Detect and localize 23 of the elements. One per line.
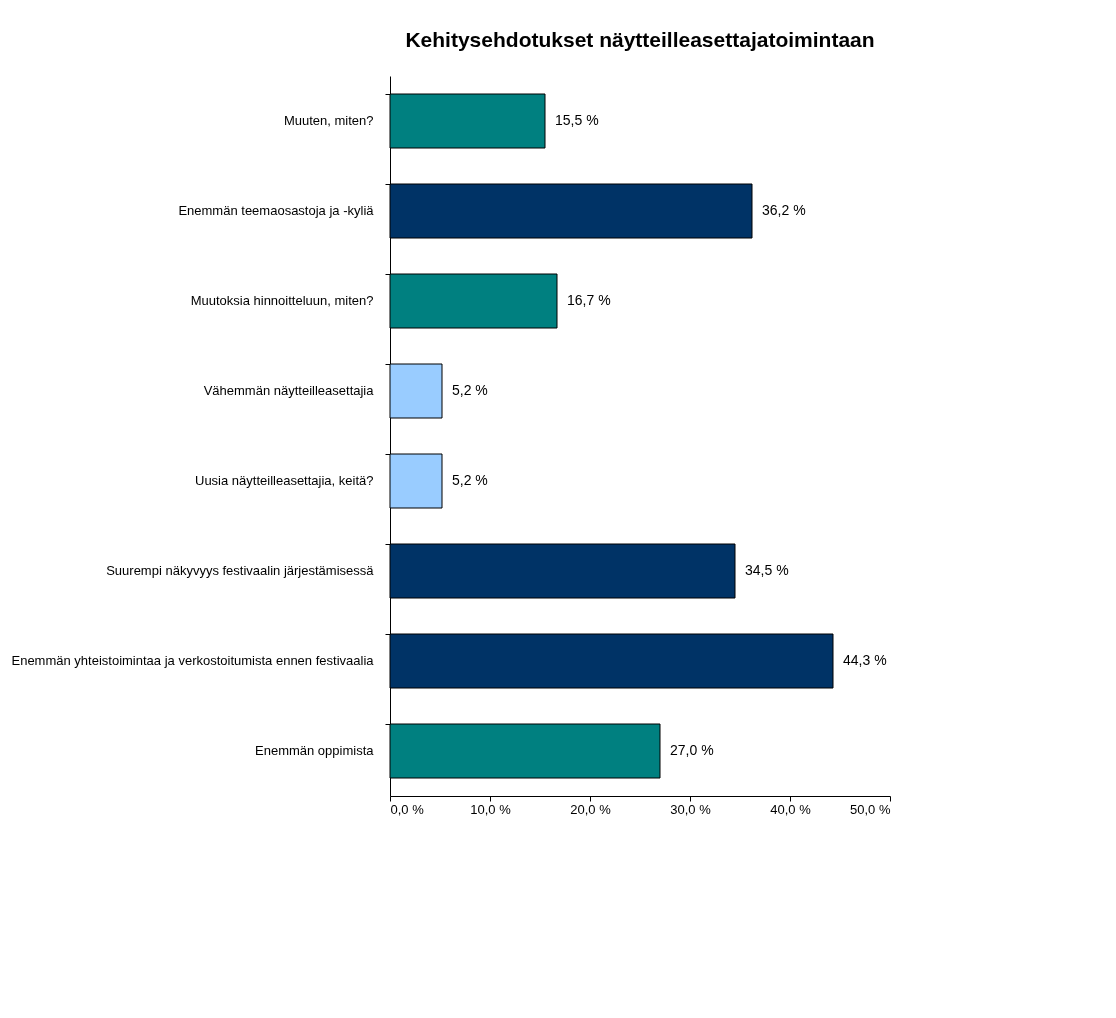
data-label: 5,2 % <box>452 382 488 398</box>
x-tick-label: 40,0 % <box>770 801 812 817</box>
y-tick-label: Enemmän teemaosastoja ja -kyliä <box>178 203 375 218</box>
y-tick-label: Suurempi näkyvyys festivaalin järjestämisessä <box>106 563 375 578</box>
data-label: 16,7 % <box>567 292 611 308</box>
data-label: 15,5 % <box>555 112 599 128</box>
data-label: 5,2 % <box>452 472 488 488</box>
y-tick-label: Uusia näytteilleasettajia, keitä? <box>195 473 374 488</box>
data-label: 27,0 % <box>670 742 714 758</box>
x-tick-label: 0,0 % <box>390 801 425 817</box>
y-tick-label: Enemmän yhteistoimintaa ja verkostoitumista ennen festivaalia <box>11 653 375 668</box>
data-label: 34,5 % <box>745 562 789 578</box>
data-label: 36,2 % <box>762 202 806 218</box>
y-tick-label: Enemmän oppimista <box>255 743 375 758</box>
x-tick-label: 50,0 % <box>850 801 891 817</box>
y-tick-label: Muuten, miten? <box>283 113 374 128</box>
y-tick-label: Muutoksia hinnoitteluun, miten? <box>190 293 374 308</box>
x-tick-label: 30,0 % <box>670 801 712 817</box>
chart-title: Kehitysehdotukset näytteilleasettajatoimintaan <box>405 28 875 51</box>
y-tick-label: Vähemmän näytteilleasettajia <box>203 383 375 398</box>
data-label: 44,3 % <box>843 652 887 668</box>
x-tick-label: 20,0 % <box>570 801 612 817</box>
x-tick-label: 10,0 % <box>470 801 512 817</box>
